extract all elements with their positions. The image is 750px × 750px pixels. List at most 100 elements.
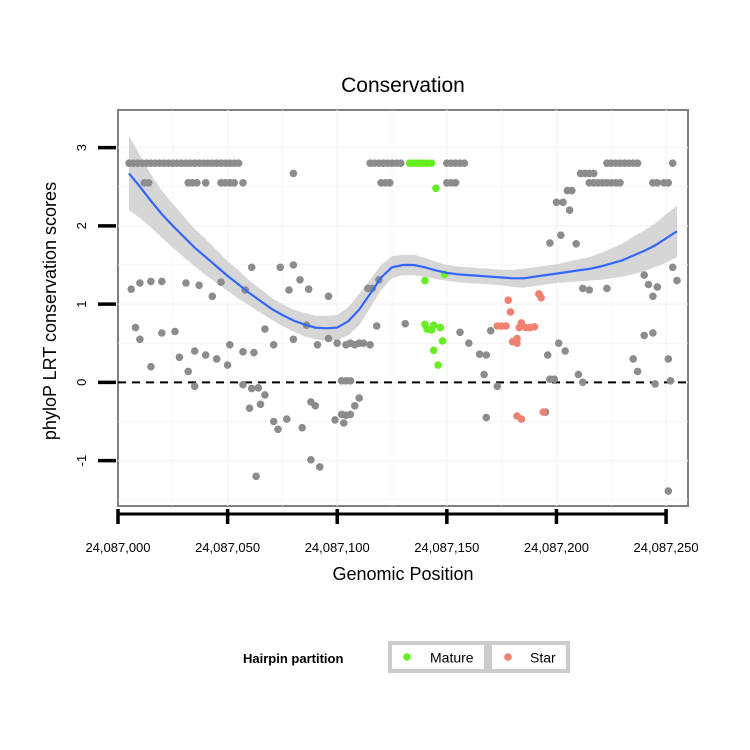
data-point xyxy=(616,179,624,187)
data-point xyxy=(223,361,232,369)
data-point xyxy=(296,276,304,284)
data-point xyxy=(171,327,179,336)
data-point xyxy=(247,384,256,393)
data-point xyxy=(193,179,201,187)
data-point xyxy=(158,277,166,286)
data-point xyxy=(346,410,355,419)
series-star xyxy=(493,290,548,423)
data-point xyxy=(289,169,298,178)
data-point xyxy=(190,382,199,391)
data-point xyxy=(234,159,243,167)
legend: Hairpin partition Mature Star xyxy=(243,641,570,673)
data-point xyxy=(401,319,410,328)
x-axis-title: Genomic Position xyxy=(332,564,473,584)
x-axis: 24,087,000 24,087,050 24,087,100 24,087,150… xyxy=(85,509,699,555)
data-point xyxy=(269,341,278,349)
data-point xyxy=(127,285,135,294)
data-point xyxy=(438,337,447,345)
data-point xyxy=(366,341,374,349)
data-point xyxy=(537,294,545,302)
data-point xyxy=(572,240,580,248)
data-point xyxy=(217,278,225,287)
data-point xyxy=(182,279,190,287)
data-point xyxy=(158,329,166,337)
data-point xyxy=(543,351,552,359)
data-point xyxy=(480,370,488,379)
data-point xyxy=(315,463,324,471)
y-tick-label: -1 xyxy=(74,455,89,467)
data-point xyxy=(432,184,440,193)
data-point xyxy=(289,335,298,344)
data-point xyxy=(664,179,673,187)
data-point xyxy=(603,284,611,293)
data-point xyxy=(486,326,495,335)
data-point xyxy=(252,472,260,481)
data-point xyxy=(668,159,677,167)
data-point xyxy=(136,335,144,344)
data-point xyxy=(261,325,269,333)
y-tick-label: 0 xyxy=(74,379,89,386)
data-point xyxy=(557,231,565,239)
data-point xyxy=(421,276,429,285)
data-point xyxy=(664,487,673,495)
data-point xyxy=(589,169,598,178)
data-point xyxy=(504,296,512,305)
data-point xyxy=(247,263,256,272)
data-point xyxy=(386,179,394,187)
data-point xyxy=(664,355,673,363)
data-point xyxy=(230,179,238,187)
data-point xyxy=(201,351,210,359)
data-point xyxy=(239,179,247,187)
data-point xyxy=(574,370,583,379)
data-point xyxy=(546,239,554,247)
data-point xyxy=(283,415,291,423)
data-point xyxy=(147,362,155,371)
y-tick-label: 1 xyxy=(74,300,89,307)
data-point xyxy=(649,329,657,337)
data-point xyxy=(561,347,569,355)
data-point xyxy=(644,280,653,289)
data-point xyxy=(131,323,140,332)
data-point xyxy=(269,417,278,426)
data-point xyxy=(276,263,285,272)
data-point xyxy=(640,271,648,279)
data-point xyxy=(530,323,539,331)
data-point xyxy=(579,378,587,387)
data-point xyxy=(649,292,657,301)
data-point xyxy=(493,382,502,391)
data-point xyxy=(359,339,368,348)
data-point xyxy=(372,322,381,330)
data-point xyxy=(552,198,561,207)
data-point xyxy=(274,425,282,434)
data-point xyxy=(436,323,445,332)
data-point xyxy=(633,367,642,376)
data-point xyxy=(147,277,155,286)
data-point xyxy=(208,292,217,301)
y-tick-label: 2 xyxy=(74,222,89,229)
legend-label-mature: Mature xyxy=(430,650,474,666)
data-point xyxy=(427,159,436,167)
data-point xyxy=(451,179,460,187)
x-tick-label: 24,087,250 xyxy=(634,540,699,555)
data-point xyxy=(175,353,184,362)
data-point xyxy=(355,394,364,402)
data-point xyxy=(311,402,320,410)
data-point xyxy=(340,419,348,427)
data-point xyxy=(554,339,563,348)
chart-title: Conservation xyxy=(341,74,465,97)
data-point xyxy=(346,377,355,385)
data-point xyxy=(517,415,526,423)
data-point xyxy=(195,281,203,290)
y-tick-label: 3 xyxy=(74,144,89,151)
data-point xyxy=(629,355,637,363)
data-point xyxy=(285,286,293,294)
smooth-line-layer xyxy=(128,172,678,330)
data-point xyxy=(190,347,199,355)
data-point xyxy=(261,391,269,399)
data-point xyxy=(585,286,594,294)
data-point xyxy=(226,341,234,349)
data-point xyxy=(460,159,469,167)
data-point xyxy=(397,159,405,167)
y-axis-title: phyloP LRT conservation scores xyxy=(40,182,60,440)
